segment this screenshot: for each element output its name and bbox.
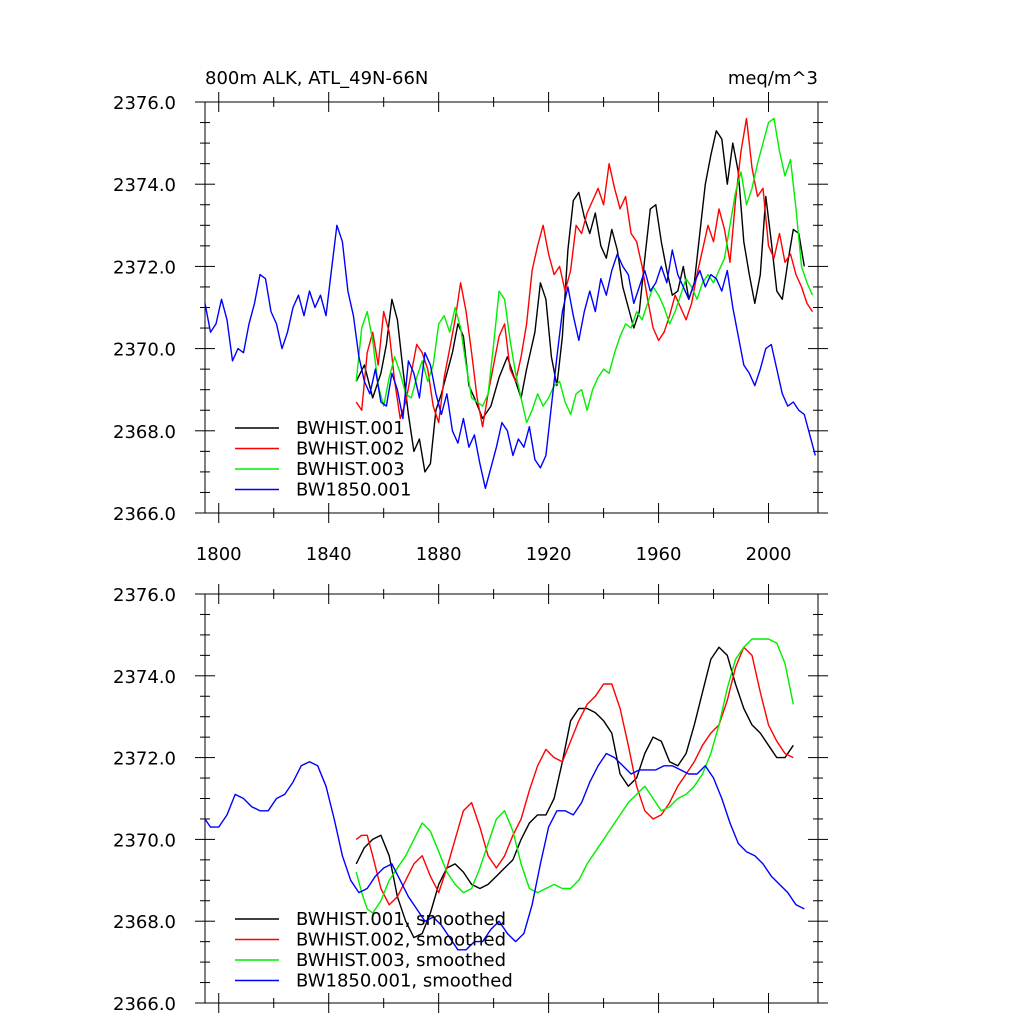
y-tick-label: 2368.0 [113,422,176,443]
y-tick-label: 2370.0 [113,340,176,361]
legend-label: BWHIST.003, smoothed [296,950,506,971]
units-label: meq/m^3 [728,68,818,89]
legend-label: BWHIST.002, smoothed [296,930,506,951]
x-tick-label: 2000 [746,544,792,565]
chart-title: 800m ALK, ATL_49N-66N [205,68,428,89]
legend-label: BW1850.001 [296,480,411,501]
y-tick-label: 2370.0 [113,830,176,851]
x-tick-label: 1960 [636,544,682,565]
y-tick-label: 2372.0 [113,257,176,278]
x-tick-label: 1920 [526,544,572,565]
x-tick-label: 1800 [196,544,242,565]
y-tick-label: 2372.0 [113,749,176,770]
y-tick-label: 2376.0 [113,93,176,114]
y-tick-label: 2374.0 [113,175,176,196]
legend-label: BW1850.001, smoothed [296,971,513,992]
series-line [355,638,794,914]
x-tick-label: 1880 [416,544,462,565]
series-line [355,117,814,428]
series-line [355,117,814,424]
series-line [355,646,794,939]
legend-label: BWHIST.002 [296,439,405,460]
legend-label: BWHIST.003 [296,459,405,480]
top-panel: 800m ALK, ATL_49N-66N meq/m^3 1800 1840 18… [113,68,828,565]
y-tick-label: 2366.0 [113,994,176,1015]
bottom-panel: 2376.0 2374.0 2372.0 2370.0 2368.0 2366.0 BWHI… [113,584,828,1015]
y-tick-label: 2374.0 [113,667,176,688]
y-tick-label: 2366.0 [113,504,176,525]
x-tick-label: 1840 [306,544,352,565]
y-tick-label: 2376.0 [113,585,176,606]
legend-label: BWHIST.001, smoothed [296,909,506,930]
series-line [204,224,816,489]
series-line [204,752,805,951]
series-line [355,130,805,473]
y-tick-label: 2368.0 [113,912,176,933]
legend-label: BWHIST.001 [296,418,405,439]
